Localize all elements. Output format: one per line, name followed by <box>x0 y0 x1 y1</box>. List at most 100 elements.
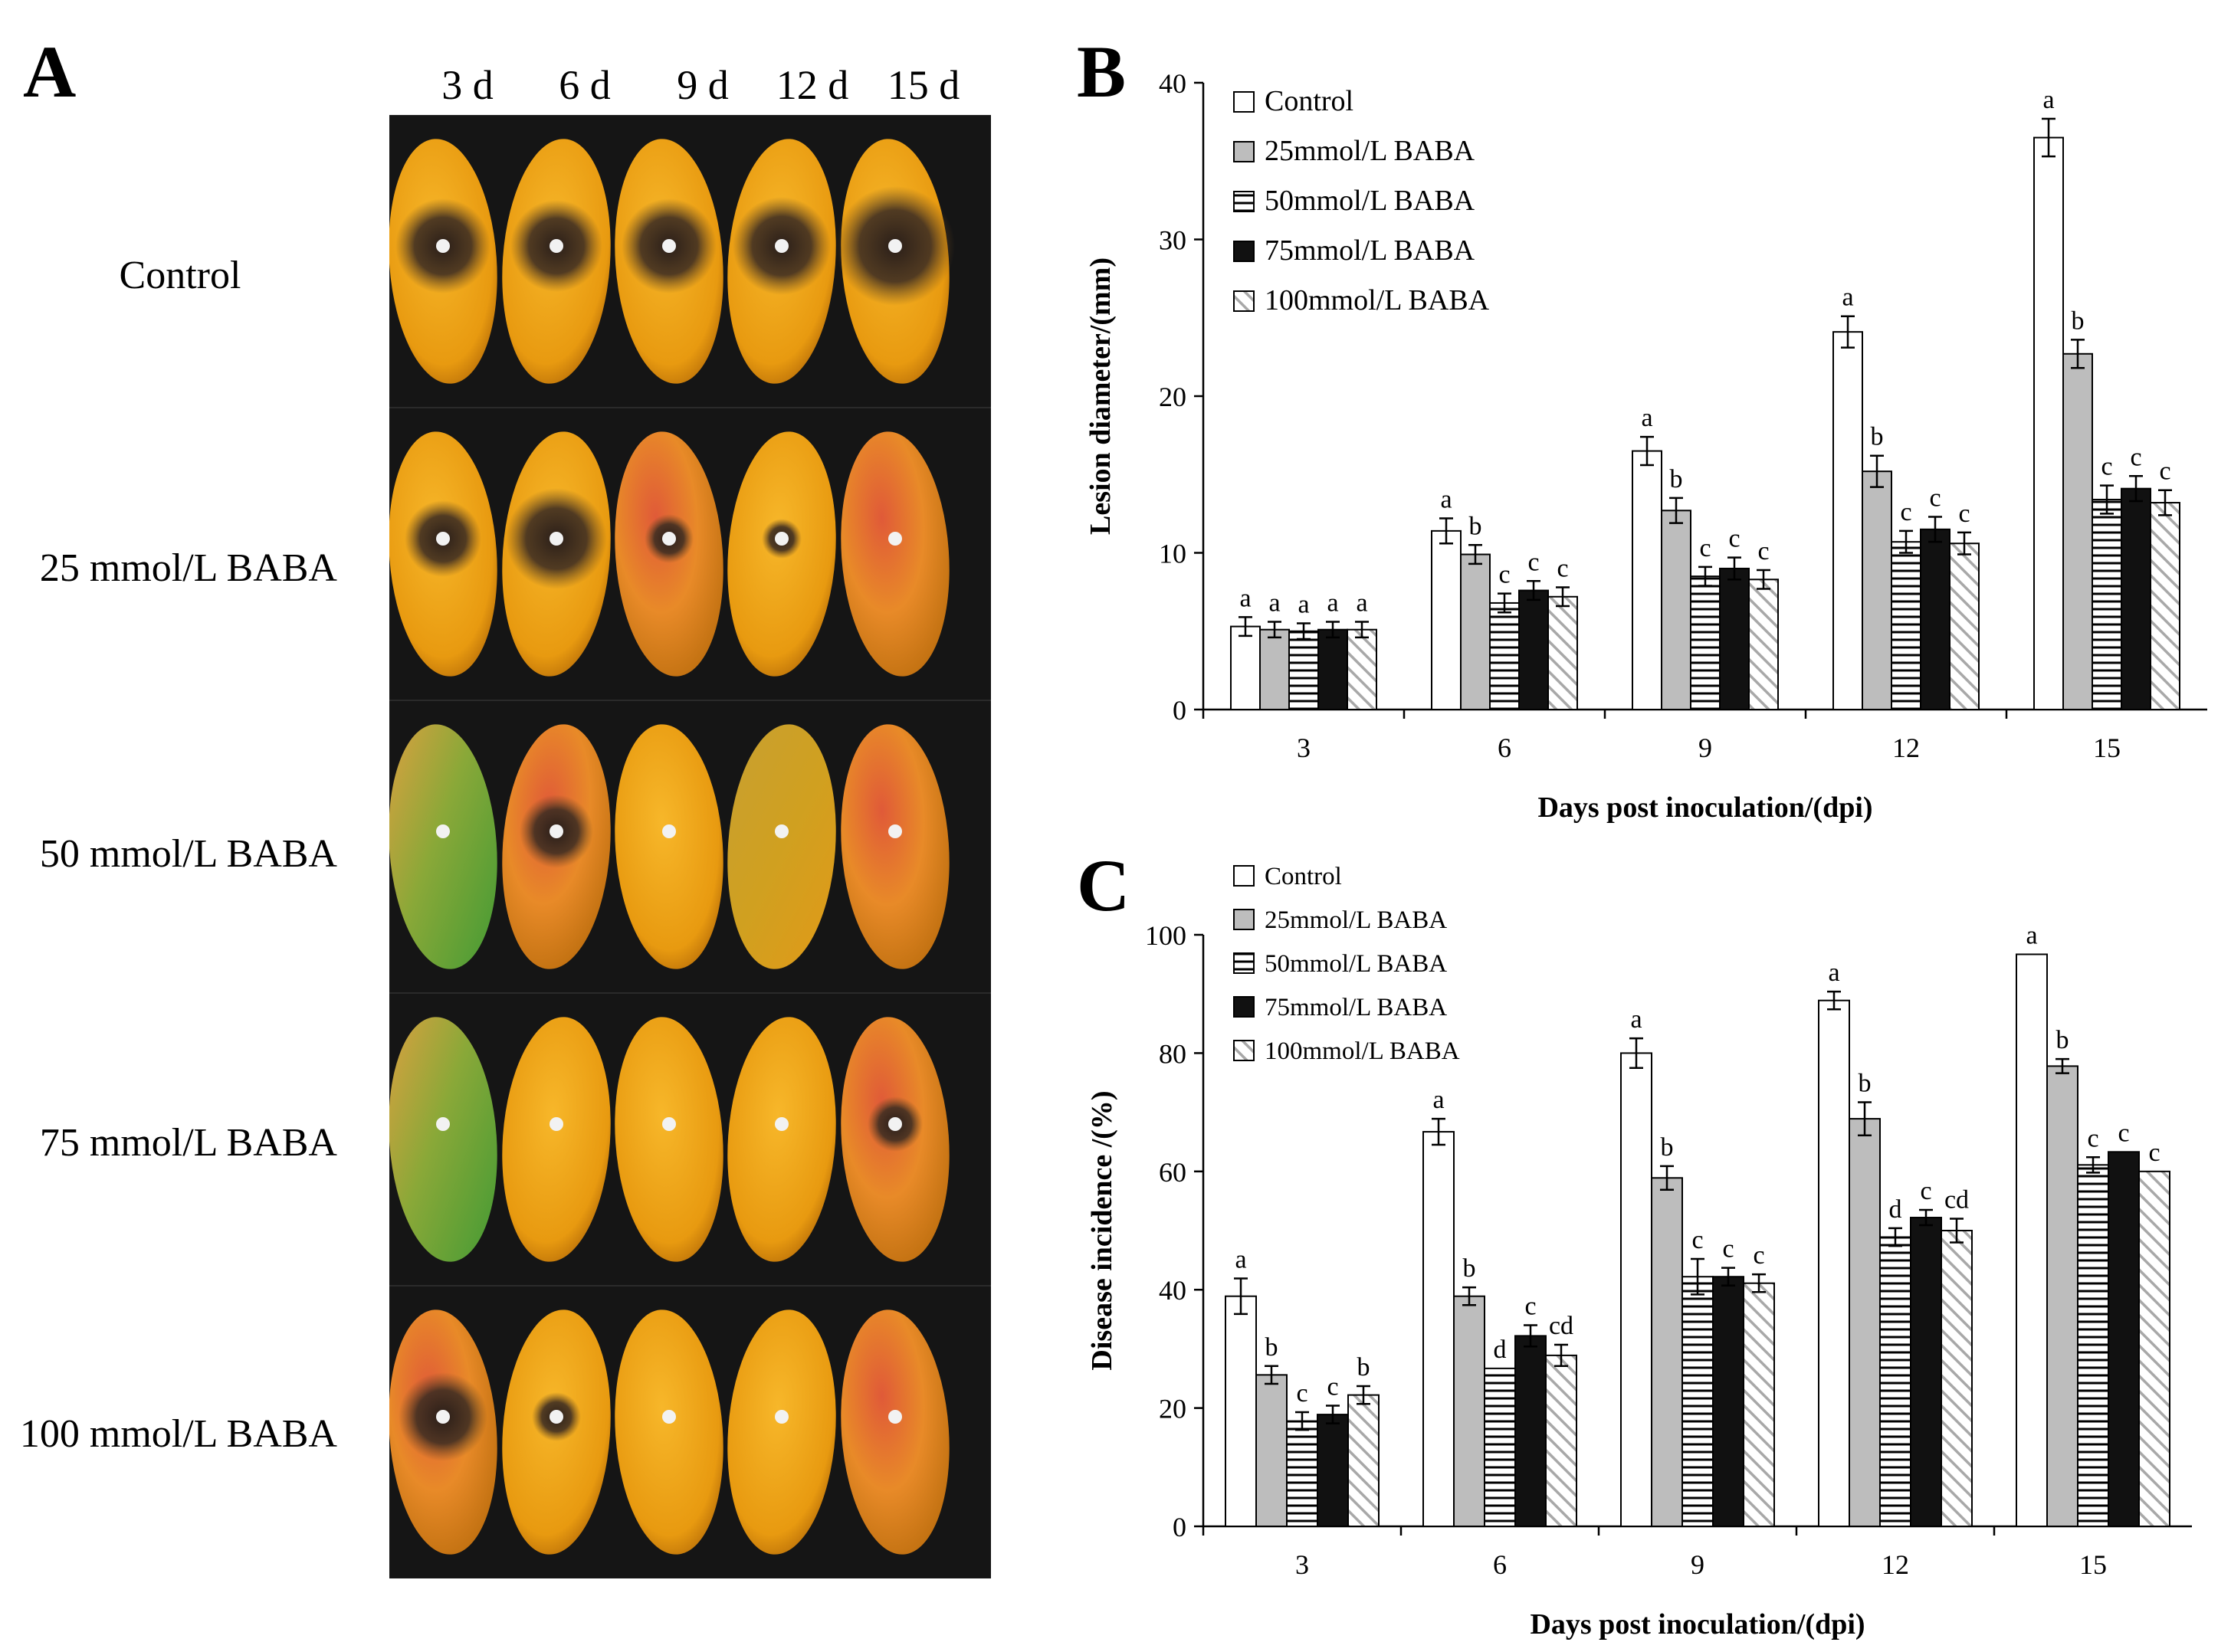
bar <box>2121 487 2151 711</box>
significance-label: c <box>1722 1235 1734 1264</box>
bar <box>1547 595 1578 711</box>
bar <box>1818 999 1850 1527</box>
bar <box>1453 1295 1485 1528</box>
y-tick-label: 20 <box>1159 1394 1186 1424</box>
bar <box>1920 528 1950 711</box>
bar <box>1545 1354 1577 1528</box>
bar <box>1891 541 1921 710</box>
legend-swatch <box>1233 996 1255 1018</box>
significance-label: a <box>2042 86 2054 114</box>
significance-label: c <box>1527 548 1539 576</box>
bar <box>1422 1131 1455 1527</box>
bar <box>1719 567 1750 711</box>
y-tick-label: 60 <box>1159 1157 1186 1188</box>
significance-label: a <box>1327 588 1338 617</box>
bar <box>1225 1295 1257 1528</box>
inoculation-point <box>888 239 902 253</box>
significance-label: a <box>1268 588 1280 617</box>
bar <box>1910 1217 1942 1527</box>
mango-fruit <box>841 1309 950 1555</box>
bar <box>2108 1151 2140 1527</box>
inoculation-point <box>436 824 450 838</box>
legend-label: 25mmol/L BABA <box>1265 906 1447 934</box>
legend-swatch <box>1233 909 1255 930</box>
inoculation-point <box>775 532 789 546</box>
bar <box>1849 1118 1881 1528</box>
bar <box>1460 553 1491 710</box>
significance-label: cd <box>1944 1186 1969 1214</box>
significance-label: b <box>2056 1026 2069 1054</box>
panel-a-letter: A <box>23 31 77 113</box>
x-tick-label: 3 <box>1295 1549 1309 1580</box>
bar <box>1489 601 1520 710</box>
significance-label: c <box>1524 1293 1536 1321</box>
bar <box>1743 1282 1775 1527</box>
y-axis-title: Disease incidence /(%) <box>1086 1090 1118 1370</box>
bar <box>1690 575 1721 710</box>
x-tick-label: 15 <box>2079 1549 2107 1580</box>
legend-swatch <box>1233 141 1255 162</box>
y-tick-label: 40 <box>1159 68 1186 99</box>
inoculation-point <box>436 1117 450 1131</box>
significance-label: c <box>1728 525 1740 553</box>
significance-label: a <box>1432 1086 1444 1114</box>
bar <box>2077 1164 2109 1527</box>
inoculation-point <box>888 1117 902 1131</box>
inoculation-point <box>550 1117 563 1131</box>
mango-fruit <box>727 1309 836 1555</box>
significance-label: a <box>1298 591 1309 619</box>
day-label-9d: 9 d <box>677 62 729 108</box>
day-label-12d: 12 d <box>776 62 849 108</box>
bar <box>2046 1065 2078 1528</box>
y-tick-label: 0 <box>1173 1512 1186 1542</box>
panel-c-letter: C <box>1077 844 1130 926</box>
legend-label: 75mmol/L BABA <box>1265 994 1447 1021</box>
bar <box>2150 502 2180 710</box>
bar <box>1748 579 1779 711</box>
inoculation-point <box>888 1410 902 1424</box>
mango-fruit <box>727 724 836 969</box>
bar <box>1484 1367 1516 1527</box>
inoculation-point <box>436 239 450 253</box>
legend-swatch <box>1233 1040 1255 1061</box>
mango-photo-grid <box>389 114 991 1555</box>
day-label-6d: 6 d <box>559 62 611 108</box>
significance-label: c <box>1498 561 1510 589</box>
inoculation-point <box>662 532 676 546</box>
mango-fruit <box>615 1309 723 1555</box>
significance-label: c <box>1699 534 1711 562</box>
row-label-50: 50 mmol/L BABA <box>39 832 337 876</box>
legend-swatch <box>1233 191 1255 212</box>
legend: Control 25mmol/L BABA 50mmol/L BABA 75mmol/… <box>1233 863 1460 1065</box>
x-tick-label: 12 <box>1882 1549 1909 1580</box>
inoculation-point <box>550 824 563 838</box>
bar <box>1712 1276 1744 1527</box>
legend-swatch <box>1233 865 1255 887</box>
legend-label: Control <box>1265 85 1353 117</box>
bar <box>1518 589 1549 711</box>
x-tick-label: 15 <box>2093 733 2121 763</box>
bar <box>1949 542 1980 710</box>
y-tick-label: 10 <box>1159 539 1186 569</box>
bar <box>1255 1374 1288 1527</box>
x-tick-label: 9 <box>1691 1549 1704 1580</box>
legend-swatch <box>1233 952 1255 974</box>
significance-label: c <box>1327 1373 1338 1401</box>
significance-label: a <box>1828 959 1839 987</box>
significance-label: c <box>2148 1139 2160 1167</box>
significance-label: b <box>1859 1069 1872 1097</box>
significance-label: c <box>2118 1119 2129 1147</box>
significance-label: a <box>1356 588 1367 617</box>
inoculation-point <box>888 532 902 546</box>
legend-label: 100mmol/L BABA <box>1265 1037 1460 1065</box>
legend-label: 50mmol/L BABA <box>1265 185 1475 217</box>
bar <box>1681 1276 1714 1527</box>
mango-fruit <box>841 724 950 969</box>
significance-label: c <box>1958 500 1970 528</box>
legend-swatch <box>1233 91 1255 113</box>
inoculation-point <box>662 239 676 253</box>
significance-label: c <box>2130 443 2141 471</box>
mango-fruit <box>389 724 497 969</box>
